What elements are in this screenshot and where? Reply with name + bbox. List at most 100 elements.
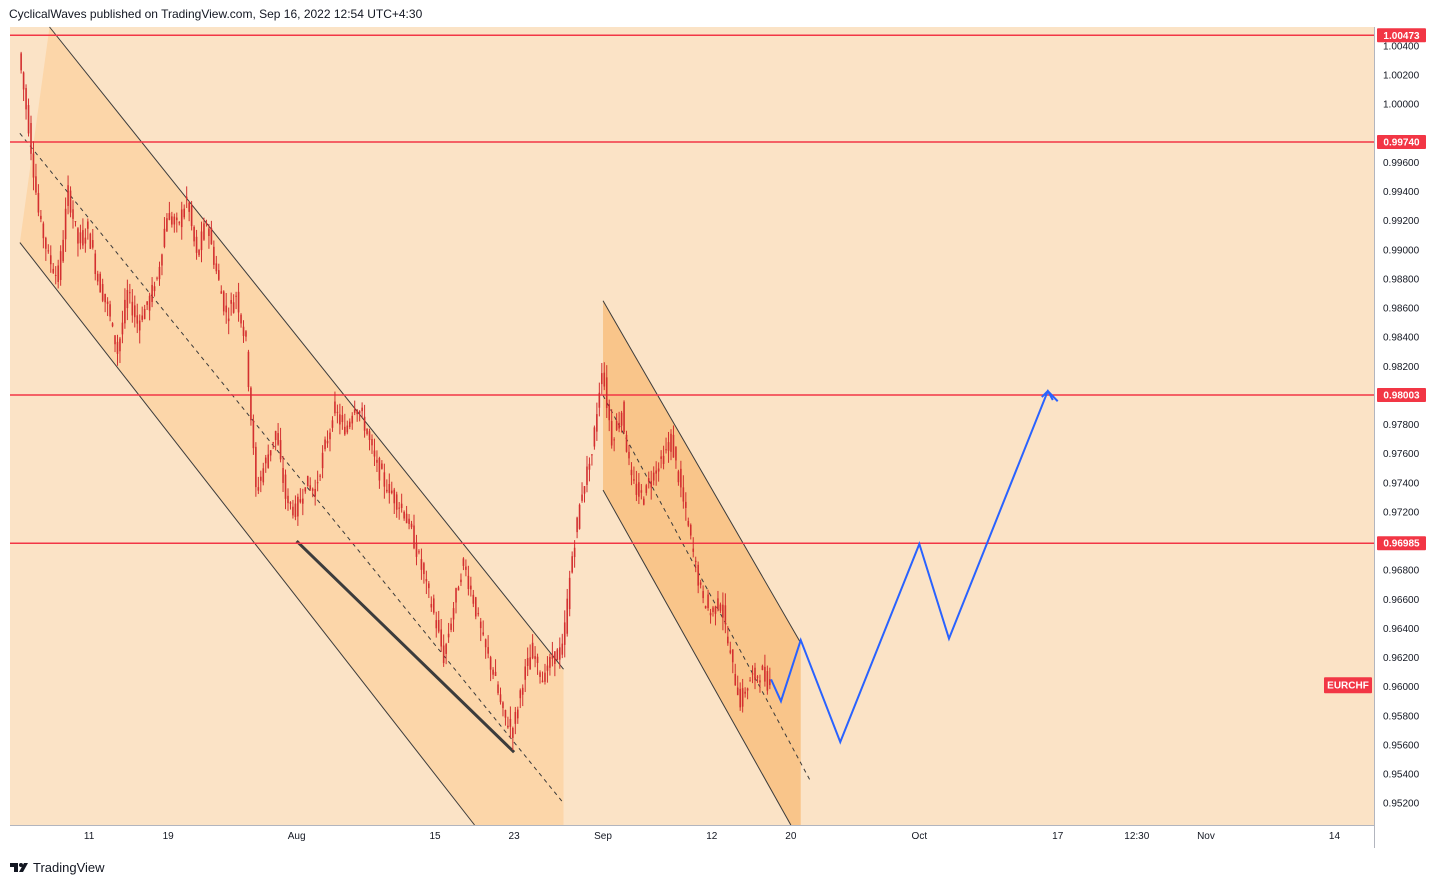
candle-body	[383, 472, 386, 487]
candle-body	[274, 430, 277, 441]
time-tick-label: Aug	[288, 831, 306, 842]
candle-body	[769, 679, 771, 686]
support-trendline	[295, 539, 516, 754]
candle-body	[556, 649, 559, 661]
candle-body	[598, 392, 601, 408]
candle-body	[30, 123, 32, 154]
candle-body	[509, 718, 512, 727]
candle-body	[257, 487, 260, 491]
candle-body	[519, 690, 522, 699]
candle-body	[329, 432, 331, 440]
candle-body	[514, 711, 517, 724]
candle-body	[185, 196, 188, 199]
candle-body	[388, 484, 391, 494]
candle-body	[116, 341, 119, 354]
candle-body	[376, 459, 378, 463]
candle-body	[161, 254, 163, 266]
candle-body	[282, 468, 284, 483]
candle-body	[353, 409, 356, 413]
level-price-badge	[1377, 536, 1426, 551]
candle-body	[722, 604, 724, 618]
candle-body	[512, 727, 514, 738]
time-axis[interactable]: 11 19 Aug 15 23 Sep 12 20 Oct 17 12:30 Nov 14	[84, 831, 1341, 842]
candle-body	[601, 373, 603, 385]
candle-body	[72, 209, 74, 219]
candle-body	[40, 215, 42, 220]
candle-body	[336, 411, 339, 413]
candle-body	[452, 608, 455, 620]
channel-2-lower-line	[602, 489, 792, 826]
candle-body	[294, 503, 297, 517]
candle-body	[242, 326, 245, 336]
time-tick-label: 19	[163, 831, 175, 842]
candle-body	[54, 274, 57, 276]
channel-fill-1	[19, 27, 564, 825]
candle-body	[358, 411, 361, 414]
price-tick-label: 0.95600	[1383, 740, 1420, 751]
time-tick-label: 20	[785, 831, 797, 842]
candle-body	[756, 676, 759, 678]
projection-layer	[770, 389, 1059, 745]
candle-body	[247, 351, 250, 388]
candle-body	[324, 439, 326, 450]
candle-body	[321, 452, 324, 469]
candle-body	[462, 558, 465, 566]
candle-body	[316, 482, 319, 484]
price-tick-label: 0.98400	[1383, 333, 1420, 344]
candle-body	[479, 621, 482, 629]
candle-body	[489, 657, 492, 670]
candle-body	[126, 289, 129, 309]
time-tick-label: 23	[509, 831, 521, 842]
candle-body	[334, 401, 336, 414]
candle-body	[302, 498, 304, 504]
candle-body	[390, 490, 393, 494]
candle-body	[640, 490, 643, 493]
candle-body	[59, 251, 62, 280]
candle-body	[133, 305, 136, 318]
candle-body	[69, 190, 72, 213]
price-tick-label: 0.99200	[1383, 216, 1420, 227]
candle-body	[554, 651, 556, 664]
price-axis[interactable]: CHF 0.952000.954000.956000.958000.960000…	[1383, 34, 1420, 810]
candle-body	[210, 227, 213, 245]
channel-1-lower-line	[19, 242, 475, 826]
price-tick-label: 0.95200	[1383, 799, 1420, 810]
candle-body	[455, 588, 457, 603]
candle-body	[20, 53, 22, 71]
candle-body	[689, 524, 692, 536]
candle-body	[198, 250, 200, 256]
badge-layer: 1.00473 0.99740 0.98003 0.96985 EURCHF	[1324, 28, 1426, 694]
price-tick-label: 0.97400	[1383, 478, 1420, 489]
candle-body	[754, 667, 756, 681]
candle-body	[237, 291, 240, 313]
candle-body	[578, 504, 581, 529]
candle-body	[559, 647, 561, 660]
candle-body	[568, 577, 571, 610]
candle-body	[450, 623, 452, 630]
candle-body	[536, 656, 539, 663]
candle-body	[96, 273, 99, 282]
candle-body	[563, 622, 566, 645]
price-tick-label: 1.00000	[1383, 100, 1420, 111]
candle-body	[704, 606, 707, 609]
candle-body	[541, 680, 544, 683]
candle-body	[153, 286, 156, 292]
brand-name: TradingView	[33, 859, 105, 875]
candle-body	[521, 687, 524, 695]
candle-body	[99, 273, 101, 293]
candle-body	[314, 488, 316, 497]
candle-body	[405, 513, 408, 524]
candle-body	[190, 205, 193, 227]
price-tick-label: 0.99400	[1383, 187, 1420, 198]
candle-body	[292, 506, 294, 516]
candle-body	[428, 583, 430, 589]
candle-body	[200, 231, 203, 251]
candle-body	[586, 466, 588, 485]
candle-body	[121, 322, 124, 335]
price-tick-label: 0.98200	[1383, 362, 1420, 373]
candle-body	[628, 451, 630, 459]
candle-body	[620, 412, 623, 426]
candle-body	[549, 656, 551, 668]
candle-body	[697, 564, 699, 586]
